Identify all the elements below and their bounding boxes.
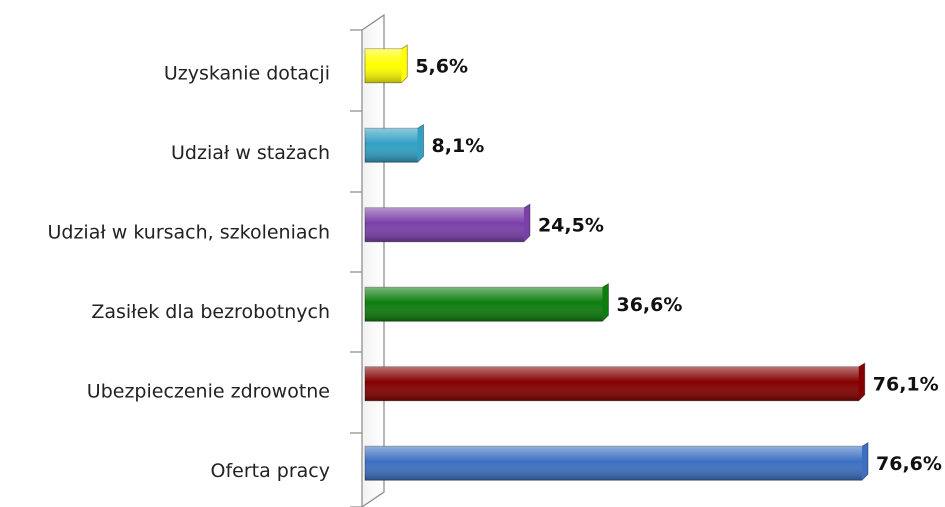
axis-wall	[361, 13, 385, 507]
bar-shade	[365, 48, 402, 83]
value-label: 8,1%	[432, 135, 485, 157]
category-label: Udział w kursach, szkoleniach	[47, 221, 330, 243]
bar-shade	[365, 128, 418, 163]
bar-shade	[365, 287, 603, 322]
bar-shade	[365, 207, 524, 242]
bar-shade	[365, 366, 859, 401]
category-label: Uzyskanie dotacji	[164, 62, 330, 84]
value-label: 24,5%	[538, 214, 604, 236]
value-label: 76,1%	[873, 373, 939, 395]
axis-ticks	[350, 29, 362, 507]
category-label: Ubezpieczenie zdrowotne	[87, 380, 330, 402]
value-label: 76,6%	[876, 453, 942, 475]
category-label: Oferta pracy	[211, 460, 330, 482]
bar-shade	[365, 446, 862, 481]
value-label: 5,6%	[415, 55, 468, 77]
category-label: Udział w stażach	[171, 142, 330, 164]
category-label: Zasiłek dla bezrobotnych	[91, 301, 330, 323]
value-label: 36,6%	[616, 294, 682, 316]
